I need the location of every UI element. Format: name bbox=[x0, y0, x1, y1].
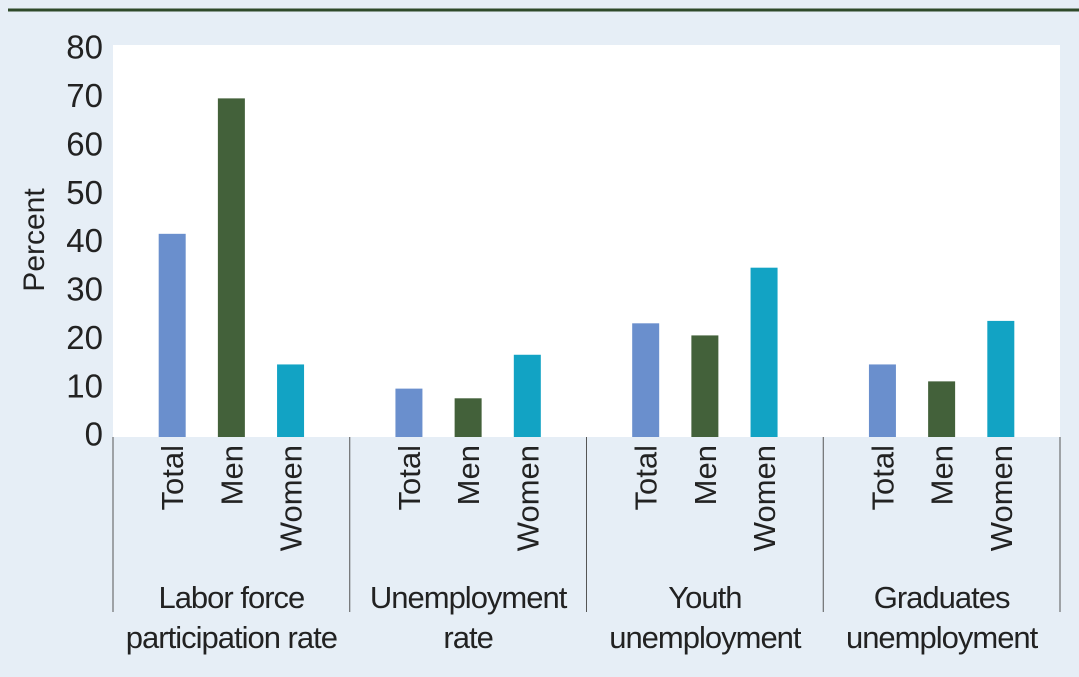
category-label: Youth unemployment bbox=[609, 580, 801, 655]
category-label: Labor force participation rate bbox=[125, 580, 338, 655]
y-tick-label: 50 bbox=[66, 174, 103, 211]
bar bbox=[632, 323, 660, 437]
y-tick-label: 60 bbox=[66, 125, 103, 162]
bar bbox=[217, 98, 245, 437]
bar bbox=[158, 233, 186, 437]
category-label: Graduates unemployment bbox=[845, 580, 1038, 655]
bar-label: Total bbox=[155, 445, 190, 510]
bar-label: Men bbox=[925, 445, 960, 505]
bar bbox=[691, 335, 719, 437]
bar-label: Total bbox=[392, 445, 427, 510]
bar-label: Total bbox=[629, 445, 664, 510]
y-tick-label: 80 bbox=[66, 29, 103, 66]
bar-label: Women bbox=[510, 445, 545, 551]
y-tick-label: 70 bbox=[66, 77, 103, 114]
y-axis-label: Percent bbox=[18, 188, 51, 292]
bar-label: Total bbox=[865, 445, 900, 510]
y-tick-label: 40 bbox=[66, 222, 103, 259]
bar bbox=[277, 364, 305, 437]
bar-label: Men bbox=[214, 445, 249, 505]
bar-label: Women bbox=[984, 445, 1019, 551]
bar-label: Men bbox=[451, 445, 486, 505]
plot-area bbox=[113, 45, 1060, 437]
y-tick-label: 0 bbox=[85, 416, 103, 453]
bar bbox=[868, 364, 896, 437]
bar bbox=[513, 354, 541, 437]
y-tick-label: 10 bbox=[66, 367, 103, 404]
y-tick-label: 20 bbox=[66, 319, 103, 356]
bar-label: Women bbox=[747, 445, 782, 551]
bar-label: Men bbox=[688, 445, 723, 505]
bar-label: Women bbox=[274, 445, 309, 551]
bar bbox=[987, 320, 1015, 437]
bar bbox=[454, 398, 482, 437]
bar bbox=[395, 388, 423, 437]
bar bbox=[928, 381, 956, 437]
bar bbox=[750, 267, 778, 437]
category-label: Unemployment rate bbox=[369, 580, 567, 655]
y-tick-label: 30 bbox=[66, 271, 103, 308]
